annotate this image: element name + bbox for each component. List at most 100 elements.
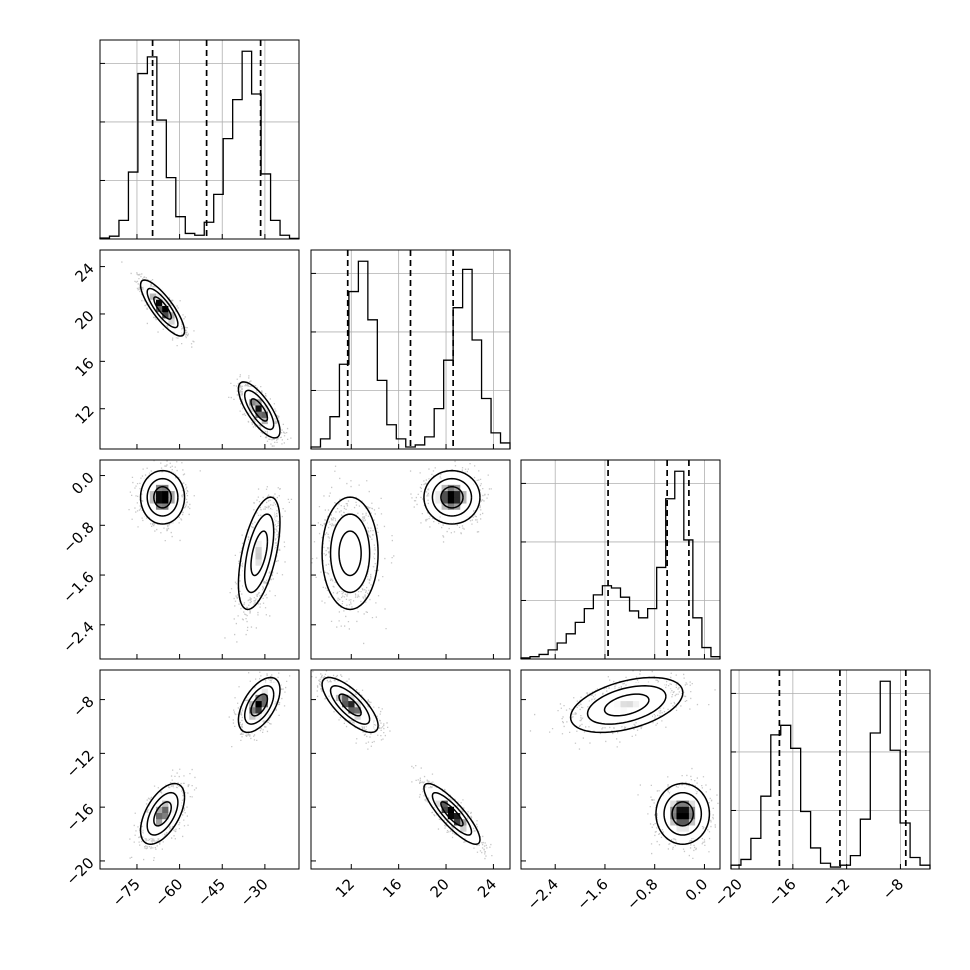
density-cell: [249, 707, 256, 714]
density-cell: [670, 788, 677, 795]
density-cell: [360, 565, 368, 573]
density-cell: [348, 590, 355, 598]
density-cell: [261, 509, 269, 517]
density-cell: [695, 813, 702, 820]
density-cell: [267, 534, 275, 542]
density-cell: [335, 515, 343, 523]
density-cell: [174, 324, 182, 332]
x-tick-label: 16: [379, 875, 405, 901]
density-cell: [342, 713, 349, 721]
density-cell: [249, 713, 256, 721]
density-cell: [695, 825, 702, 833]
density-cell: [342, 559, 349, 567]
density-cell: [149, 813, 157, 820]
density-cell: [249, 528, 256, 536]
density-cell: [435, 794, 442, 801]
density-cell: [664, 688, 671, 696]
density-cell: [243, 565, 250, 573]
density-cell: [342, 534, 349, 542]
density-cell: [274, 694, 281, 702]
y-tick-label: −16: [63, 800, 98, 835]
density-cell: [626, 701, 634, 708]
ticks-1-1: [350, 444, 494, 449]
density-cell: [342, 565, 349, 573]
density-cell: [329, 528, 337, 536]
density-cell: [162, 788, 169, 795]
density-cell: [435, 484, 442, 492]
density-cell: [348, 713, 355, 721]
density-cell: [162, 794, 169, 801]
density-cell: [243, 547, 250, 554]
panel-frame: [520, 459, 721, 660]
contour-level-1-mode-1: [671, 801, 695, 827]
density-cell: [614, 713, 621, 721]
density-cell: [348, 707, 355, 714]
density-cell: [447, 813, 455, 820]
density-cell: [676, 819, 684, 826]
contour-level-3-mode-1: [423, 782, 481, 845]
density-cell: [657, 701, 665, 708]
density-cell: [168, 813, 176, 820]
density-cell: [670, 806, 677, 814]
density-cell: [620, 701, 628, 708]
density-cell: [670, 825, 677, 833]
density-cell: [335, 559, 343, 567]
density-cell: [366, 707, 374, 714]
contour-level-2-mode-1: [663, 791, 703, 836]
density-cell: [688, 813, 696, 820]
density-cell: [595, 713, 603, 721]
density-cell: [249, 553, 256, 560]
panel-frame: [99, 249, 300, 450]
density-cell: [342, 528, 349, 536]
density-cell: [657, 819, 665, 826]
density-cell: [608, 713, 615, 721]
density-cell: [657, 694, 665, 702]
density-cell: [441, 497, 449, 504]
density-cell: [329, 688, 337, 696]
density-cell: [168, 318, 176, 326]
panel-content: [311, 460, 492, 645]
density-cell: [243, 707, 250, 714]
density-cell: [243, 725, 250, 733]
density-cell: [657, 800, 665, 808]
density-cell: [329, 559, 337, 567]
density-cell: [454, 497, 461, 504]
density-cell: [174, 509, 182, 517]
density-cell: [255, 565, 263, 573]
y-tick-label: 20: [71, 307, 97, 333]
density-cell: [335, 707, 343, 714]
x-tick-label: −8: [879, 875, 907, 903]
density-cell: [639, 701, 646, 708]
density-cell: [249, 393, 256, 400]
density-cell: [255, 559, 263, 567]
density-cell: [682, 800, 690, 808]
density-cell: [595, 701, 603, 708]
density-cell: [155, 299, 163, 307]
contour-level-1-mode-2: [338, 530, 362, 577]
density-cell: [360, 540, 368, 548]
density-cell: [657, 813, 665, 820]
density-cell: [143, 503, 151, 511]
density-cell: [466, 478, 474, 486]
density-cell: [348, 522, 355, 529]
density-cell: [620, 713, 628, 721]
density-cell: [664, 701, 671, 708]
contour-level-2-mode-2: [329, 513, 371, 594]
density-cell: [695, 819, 702, 826]
density-cell: [676, 813, 684, 820]
density-cell: [651, 694, 659, 702]
density-cell: [149, 491, 157, 498]
density-cell: [255, 694, 263, 702]
density-cell: [329, 547, 337, 554]
density-cell: [695, 806, 702, 814]
density-cell: [354, 559, 362, 567]
density-cell: [342, 701, 349, 708]
density-cell: [348, 559, 355, 567]
density-cell: [267, 688, 275, 696]
density-cell: [162, 497, 169, 504]
density-cell: [435, 491, 442, 498]
density-cell: [255, 534, 263, 542]
density-cell: [261, 399, 269, 406]
contour-level-2-mode-2: [586, 685, 667, 725]
density-cell: [155, 293, 163, 301]
